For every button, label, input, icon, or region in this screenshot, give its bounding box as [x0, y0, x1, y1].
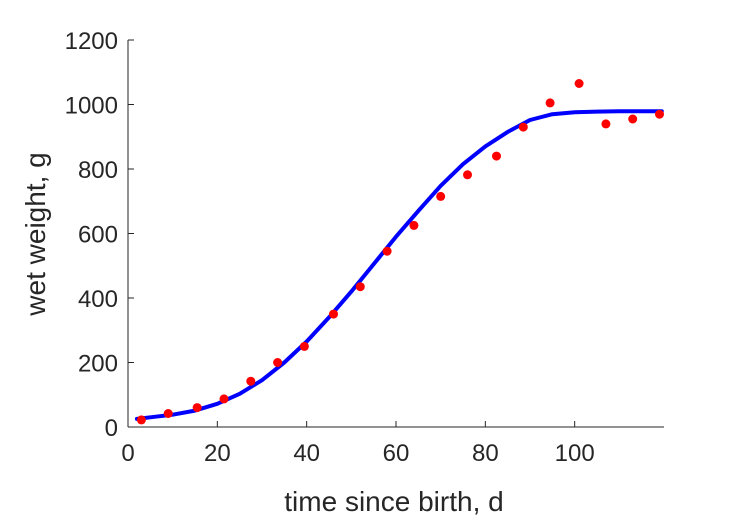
data-point: [545, 98, 555, 108]
data-point: [436, 191, 446, 201]
data-point: [299, 341, 309, 351]
data-point: [136, 415, 146, 425]
model-fit-line: [134, 109, 664, 421]
y-tick-label: 200: [78, 351, 118, 378]
y-axis-ticks: 0 200 400 600 800 1000 1200: [65, 28, 134, 442]
data-point: [518, 122, 528, 132]
data-point: [463, 170, 472, 180]
x-tick-label: 80: [472, 440, 499, 467]
y-tick-label: 600: [78, 222, 118, 249]
data-point: [601, 119, 611, 129]
x-tick-label: 40: [293, 440, 320, 467]
data-point: [219, 394, 229, 404]
data-points: [136, 79, 664, 425]
y-tick-label: 400: [78, 286, 118, 313]
x-tick-label: 0: [121, 440, 134, 467]
data-point: [355, 282, 365, 292]
data-point: [574, 79, 584, 88]
data-point: [192, 403, 202, 413]
y-tick-label: 1200: [65, 28, 118, 55]
data-point: [409, 220, 419, 230]
data-point: [163, 409, 173, 418]
x-axis-label: time since birth, d: [284, 486, 503, 517]
data-point: [655, 109, 664, 119]
data-point: [329, 309, 338, 319]
data-point: [492, 151, 501, 161]
y-axis-label: wet weight, g: [20, 152, 51, 316]
x-axis-ticks: 0 20 40 60 80 100: [121, 421, 595, 467]
data-point: [628, 114, 638, 124]
data-point: [246, 376, 256, 386]
x-tick-label: 20: [204, 440, 231, 467]
x-tick-label: 60: [383, 440, 410, 467]
x-tick-label: 100: [555, 440, 595, 467]
y-tick-label: 0: [105, 415, 118, 442]
data-point: [273, 358, 283, 367]
y-tick-label: 800: [78, 157, 118, 184]
y-tick-label: 1000: [65, 93, 118, 120]
axes: [127, 40, 664, 428]
data-point: [382, 246, 392, 256]
